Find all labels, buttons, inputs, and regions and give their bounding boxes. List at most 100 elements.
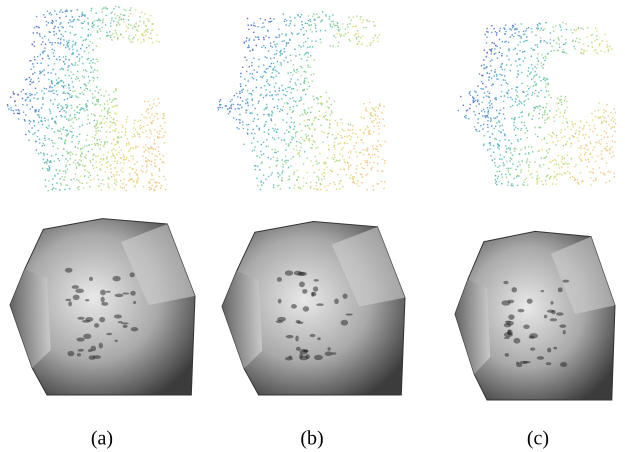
mesh-detail [100, 290, 106, 296]
mesh-detail [508, 300, 515, 304]
mesh-detail [523, 324, 529, 328]
mesh-detail [558, 287, 563, 292]
mesh-detail [115, 340, 118, 342]
point-cloud [257, 13, 376, 189]
mesh-detail [89, 277, 93, 281]
mesh-detail [560, 362, 567, 367]
mesh-detail [537, 356, 544, 360]
mesh-detail [511, 287, 517, 292]
mesh-detail [343, 293, 348, 298]
mesh-detail [93, 355, 101, 359]
mesh-detail [106, 291, 111, 293]
mesh-detail [72, 285, 79, 289]
mesh-side [222, 271, 262, 368]
mesh-detail [559, 324, 566, 327]
mesh-detail [299, 272, 307, 276]
mesh-detail [556, 312, 564, 316]
mesh-detail [77, 353, 81, 356]
panel-label: (c) [527, 428, 549, 450]
mesh-detail [112, 276, 120, 281]
mesh-detail [550, 318, 557, 321]
mesh-detail [291, 304, 297, 309]
mesh-detail [503, 281, 508, 284]
mesh-detail [77, 317, 84, 320]
mesh-detail [94, 323, 99, 328]
mesh-detail [546, 362, 552, 365]
mesh-detail [285, 270, 293, 275]
mesh-detail [302, 289, 307, 294]
mesh-detail [341, 320, 348, 326]
mesh-detail [527, 299, 533, 304]
mesh-detail [296, 347, 301, 351]
mesh-detail [115, 294, 124, 298]
mesh-detail [345, 313, 353, 315]
mesh-detail [314, 279, 319, 281]
mesh-detail [67, 351, 74, 356]
mesh-detail [562, 280, 569, 283]
mesh-detail [85, 299, 89, 301]
mesh-detail [73, 295, 80, 300]
mesh-detail [131, 327, 139, 331]
mesh-detail [76, 337, 84, 341]
mesh-detail [99, 317, 105, 322]
mesh-detail [541, 290, 544, 292]
mesh-detail [299, 355, 308, 360]
mesh-side [455, 280, 490, 375]
mesh-detail [75, 289, 84, 294]
mesh-detail [544, 315, 547, 319]
mesh-detail [85, 317, 93, 322]
mesh-detail [118, 321, 123, 323]
mesh-detail [65, 299, 71, 301]
point-cloud [561, 46, 616, 183]
mesh-detail [331, 352, 337, 355]
mesh-detail [516, 363, 522, 367]
mesh-detail [563, 330, 566, 334]
mesh-detail [302, 350, 308, 352]
mesh-detail [78, 349, 84, 352]
mesh-detail [523, 361, 531, 363]
mesh-detail [101, 302, 108, 306]
mesh-detail [317, 337, 321, 340]
mesh-detail [313, 286, 318, 291]
figure: (a) (b) (c) [0, 0, 625, 452]
mesh-detail [296, 320, 301, 323]
point-cloud [288, 16, 381, 191]
point-cloud [46, 6, 153, 192]
mesh-detail [106, 333, 112, 335]
mesh-detail [130, 272, 135, 277]
mesh-detail [553, 347, 557, 350]
point-cloud [7, 9, 93, 170]
mesh-detail [295, 336, 298, 342]
mesh-detail [505, 353, 509, 357]
mesh-detail [123, 325, 128, 328]
mesh-detail [529, 333, 538, 338]
mesh-detail [314, 355, 323, 360]
mesh-detail [547, 348, 551, 353]
mesh-detail [130, 291, 135, 296]
mesh-detail [550, 301, 553, 305]
mesh-detail [312, 292, 317, 296]
mesh-detail [88, 349, 92, 352]
mesh-detail [504, 337, 510, 339]
mesh-detail [518, 309, 525, 312]
point-cloud [107, 41, 166, 191]
panel-label: (b) [300, 428, 323, 450]
mesh-detail [303, 306, 309, 311]
mesh-detail [310, 334, 316, 337]
mesh-detail [83, 334, 91, 339]
mesh-detail [551, 310, 556, 314]
mesh-detail [121, 322, 129, 324]
mesh-detail [68, 301, 72, 306]
mesh-detail [513, 338, 520, 344]
mesh-detail [101, 297, 105, 303]
point-cloud [218, 18, 272, 124]
mesh-detail [334, 298, 339, 304]
meshes [10, 219, 615, 400]
mesh-detail [277, 277, 282, 282]
mesh-detail [505, 321, 511, 323]
mesh-detail [114, 314, 122, 318]
point-cloud [458, 22, 547, 176]
mesh-detail [327, 347, 330, 350]
mesh-detail [122, 292, 129, 294]
mesh-detail [530, 347, 535, 350]
